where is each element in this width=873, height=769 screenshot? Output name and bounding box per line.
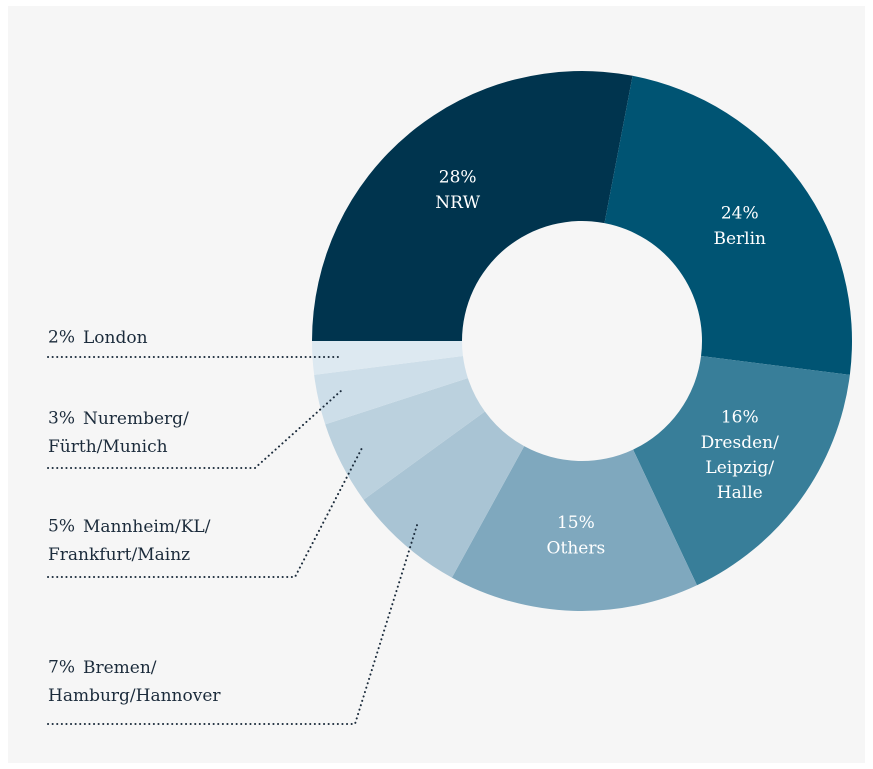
- slice-label: London: [83, 328, 148, 348]
- value-label: 2%: [48, 328, 75, 348]
- slice: [312, 70, 633, 341]
- slice: [312, 341, 463, 375]
- value-label: 28%: [439, 168, 477, 188]
- slice: [325, 378, 485, 500]
- slice: [451, 446, 697, 611]
- slice-label: Bremen/Hamburg/Hannover: [48, 658, 221, 706]
- value-label: 7%: [48, 658, 75, 678]
- value-label: 16%: [721, 408, 759, 428]
- value-label: 3%: [48, 409, 75, 429]
- value-label: 5%: [48, 517, 75, 537]
- value-label: 24%: [721, 203, 759, 223]
- slice-label: Dresden/Leipzig/Halle: [701, 433, 779, 503]
- slice-label: Others: [547, 538, 606, 558]
- slice: [633, 356, 850, 586]
- slice: [363, 411, 525, 578]
- leader-line: [47, 447, 363, 578]
- leader-line: [47, 389, 343, 469]
- slice: [604, 75, 852, 375]
- slice-label: Nuremberg/Fürth/Munich: [48, 409, 189, 457]
- slice: [314, 356, 468, 425]
- value-label: 15%: [557, 513, 595, 533]
- slice-label: Mannheim/KL/Frankfurt/Mainz: [48, 517, 211, 565]
- slice-label: NRW: [435, 193, 480, 213]
- slice-label: Berlin: [714, 228, 767, 248]
